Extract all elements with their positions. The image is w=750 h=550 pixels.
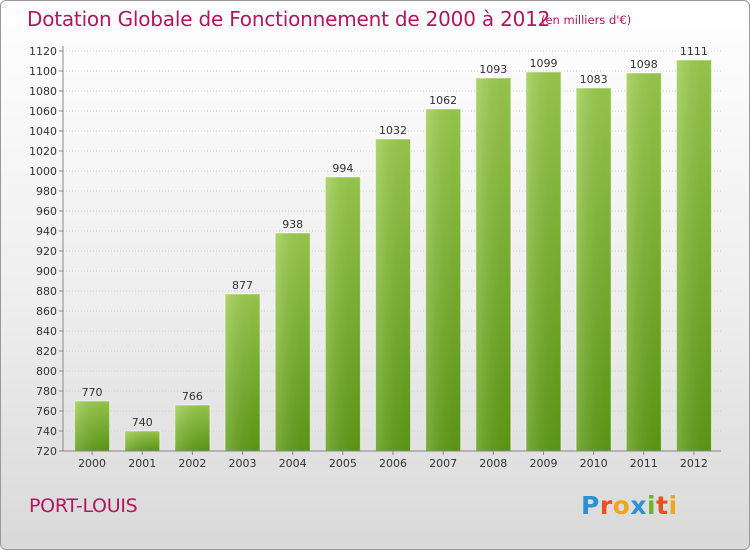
value-label: 1062 — [429, 94, 457, 107]
logo-letter: i — [668, 491, 678, 520]
chart-title: Dotation Globale de Fonctionnement de 20… — [27, 7, 551, 31]
logo-letter: r — [599, 491, 613, 520]
bar-highlight — [74, 400, 111, 452]
logo-letter: i — [647, 491, 657, 520]
x-tick-label: 2009 — [529, 457, 557, 470]
y-tick-label: 1120 — [29, 45, 57, 58]
x-tick-label: 2002 — [178, 457, 206, 470]
bar-highlight — [575, 87, 612, 452]
bar-highlight — [324, 176, 361, 452]
value-label: 1111 — [680, 45, 708, 58]
y-tick-label: 1020 — [29, 145, 57, 158]
logo-letter: P — [581, 491, 600, 520]
bar-highlight — [174, 404, 211, 452]
x-tick-label: 2012 — [680, 457, 708, 470]
value-label: 1093 — [479, 63, 507, 76]
y-tick-label: 920 — [36, 245, 57, 258]
x-tick-label: 2010 — [580, 457, 608, 470]
value-label: 1032 — [379, 124, 407, 137]
x-tick-label: 2007 — [429, 457, 457, 470]
logo-letter: x — [630, 491, 647, 520]
value-label: 877 — [232, 279, 253, 292]
x-tick-label: 2011 — [630, 457, 658, 470]
value-label: 1099 — [529, 57, 557, 70]
y-tick-label: 860 — [36, 305, 57, 318]
y-tick-label: 780 — [36, 385, 57, 398]
bar-highlight — [375, 138, 411, 452]
bar-highlight — [425, 108, 462, 452]
x-tick-label: 2005 — [329, 457, 357, 470]
y-tick-label: 1040 — [29, 125, 57, 138]
commune-name: PORT-LOUIS — [29, 495, 138, 517]
bar-highlight — [274, 232, 311, 452]
bar-highlight — [475, 77, 512, 452]
x-tick-label: 2000 — [78, 457, 106, 470]
x-tick-label: 2004 — [279, 457, 307, 470]
y-tick-label: 1000 — [29, 165, 57, 178]
y-axis-ticks: 720 740 760 780 800 820 840 860 880 900 920 940 960 9… — [29, 45, 63, 458]
value-label: 1098 — [630, 58, 658, 71]
value-label: 770 — [82, 386, 103, 399]
y-tick-label: 740 — [36, 425, 57, 438]
bar-highlight — [124, 430, 161, 452]
y-tick-label: 960 — [36, 205, 57, 218]
chart-subtitle: (en milliers d'€) — [541, 13, 632, 27]
y-tick-label: 820 — [36, 345, 57, 358]
x-axis-ticks: 2000 2001 2002 2003 2004 2005 2006 2007 2008 2009… — [78, 451, 708, 470]
y-tick-label: 720 — [36, 445, 57, 458]
y-tick-label: 940 — [36, 225, 57, 238]
x-tick-label: 2006 — [379, 457, 407, 470]
y-tick-label: 900 — [36, 265, 57, 278]
y-tick-label: 1100 — [29, 65, 57, 78]
bar-highlight — [224, 293, 261, 452]
x-tick-label: 2003 — [229, 457, 257, 470]
y-tick-label: 1080 — [29, 85, 57, 98]
logo-letter: o — [612, 491, 631, 520]
bar-highlight — [625, 72, 662, 452]
value-label: 766 — [182, 390, 203, 403]
y-tick-label: 980 — [36, 185, 57, 198]
bar-highlight — [525, 71, 562, 452]
x-tick-label: 2008 — [479, 457, 507, 470]
value-labels: 770 740 766 877 938 994 1032 1062 1093 1099 1083 10… — [82, 45, 708, 429]
bar-highlight — [675, 59, 712, 452]
value-label: 1083 — [580, 73, 608, 86]
y-tick-label: 880 — [36, 285, 57, 298]
logo-letter: t — [656, 491, 669, 520]
y-tick-label: 840 — [36, 325, 57, 338]
y-tick-label: 800 — [36, 365, 57, 378]
value-label: 994 — [332, 162, 353, 175]
bars — [74, 59, 712, 452]
value-label: 938 — [282, 218, 303, 231]
proxiti-logo: Proxiti — [581, 491, 678, 520]
value-label: 740 — [132, 416, 153, 429]
x-tick-label: 2001 — [128, 457, 156, 470]
y-tick-label: 1060 — [29, 105, 57, 118]
y-tick-label: 760 — [36, 405, 57, 418]
